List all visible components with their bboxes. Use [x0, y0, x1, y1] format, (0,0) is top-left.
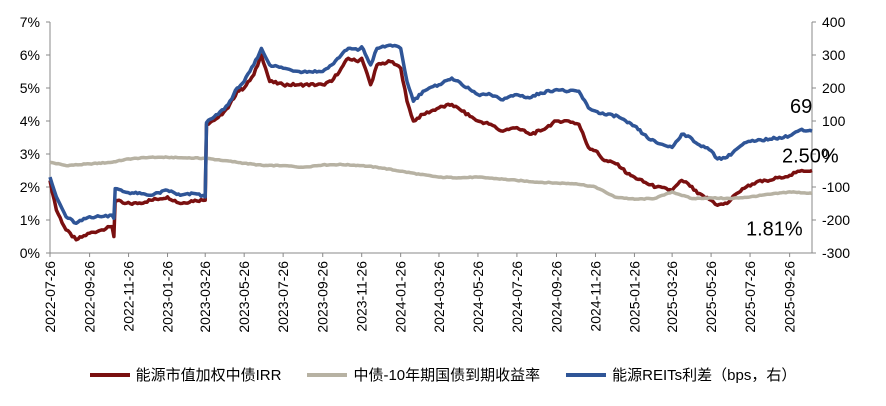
- right-y-tick-label: -200: [822, 212, 850, 228]
- left-y-tick-label: 6%: [20, 47, 40, 63]
- x-tick-label: 2023-11-26: [354, 261, 370, 332]
- x-axis-ticks: 2022-07-26 2022-09-26 2022-11-26 2023-01-26…: [42, 253, 798, 333]
- x-tick-label: 2023-01-26: [160, 261, 176, 333]
- x-tick-label: 2025-01-26: [626, 261, 642, 333]
- x-tick-label: 2024-07-26: [509, 261, 525, 333]
- series-lines: [48, 43, 813, 242]
- annotation-label-1: 2.50%: [782, 146, 839, 168]
- x-tick-label: 2023-03-26: [197, 261, 213, 333]
- x-tick-label: 2022-07-26: [42, 261, 58, 333]
- right-y-tick-label: 400: [822, 14, 846, 30]
- series-line-1: [49, 155, 813, 201]
- annotation-label-2: 1.81%: [746, 218, 803, 240]
- x-tick-label: 2023-05-26: [236, 261, 252, 333]
- right-y-tick-label: 300: [822, 47, 846, 63]
- left-y-axis-ticks: 0% 1% 2% 3% 4% 5% 6% 7%: [20, 14, 50, 261]
- right-y-tick-label: 0: [822, 146, 830, 162]
- x-tick-label: 2024-03-26: [431, 261, 447, 333]
- legend-label-irr: 能源市值加权中债IRR: [135, 367, 282, 384]
- x-tick-label: 2024-11-26: [587, 261, 603, 332]
- legend-item-treasury: 中债-10年期国债到期收益率: [307, 364, 540, 385]
- end-value-annotations: 69 2.50% 1.81%: [746, 96, 839, 240]
- left-y-tick-label: 3%: [20, 146, 40, 162]
- legend-item-irr: 能源市值加权中债IRR: [89, 364, 282, 385]
- legend-item-spread: 能源REITs利差（bps，右）: [566, 364, 796, 385]
- chart-legend: 能源市值加权中债IRR 中债-10年期国债到期收益率 能源REITs利差（bps…: [0, 364, 886, 385]
- series-line-0: [48, 53, 813, 242]
- legend-label-treasury: 中债-10年期国债到期收益率: [353, 367, 541, 384]
- x-tick-label: 2022-11-26: [121, 261, 137, 332]
- legend-label-spread: 能源REITs利差（bps，右）: [612, 367, 797, 384]
- left-y-tick-label: 2%: [20, 179, 40, 195]
- left-y-tick-label: 5%: [20, 80, 40, 96]
- annotation-label-0: 69: [790, 96, 812, 118]
- series-line-2: [48, 43, 813, 226]
- x-tick-label: 2024-09-26: [549, 261, 565, 333]
- x-tick-label: 2024-05-26: [470, 261, 486, 333]
- right-y-tick-label: -300: [822, 245, 850, 261]
- right-y-tick-label: -100: [822, 179, 850, 195]
- legend-swatch-treasury: [307, 372, 348, 377]
- energy-reits-spread-chart: 0% 1% 2% 3% 4% 5% 6% 7% -300 -200 -100 0 100 200 300 4…: [20, 14, 850, 333]
- right-y-axis-ticks: -300 -200 -100 0 100 200 300 400: [812, 14, 850, 261]
- chart-axes: [49, 22, 813, 254]
- x-tick-label: 2023-09-26: [315, 261, 331, 333]
- x-tick-label: 2022-09-26: [82, 261, 98, 333]
- right-y-tick-label: 100: [822, 113, 846, 129]
- x-tick-label: 2025-03-26: [664, 261, 680, 333]
- left-y-tick-label: 7%: [20, 14, 40, 30]
- legend-swatch-irr: [89, 372, 130, 377]
- x-tick-label: 2025-07-26: [742, 261, 758, 333]
- legend-swatch-spread: [566, 372, 607, 377]
- left-y-tick-label: 1%: [20, 212, 40, 228]
- left-y-tick-label: 0%: [20, 245, 40, 261]
- x-tick-label: 2023-07-26: [275, 261, 291, 333]
- x-tick-label: 2024-01-26: [393, 261, 409, 333]
- x-tick-label: 2025-09-26: [782, 261, 798, 333]
- left-y-tick-label: 4%: [20, 113, 40, 129]
- right-y-tick-label: 200: [822, 80, 846, 96]
- x-tick-label: 2025-05-26: [703, 261, 719, 333]
